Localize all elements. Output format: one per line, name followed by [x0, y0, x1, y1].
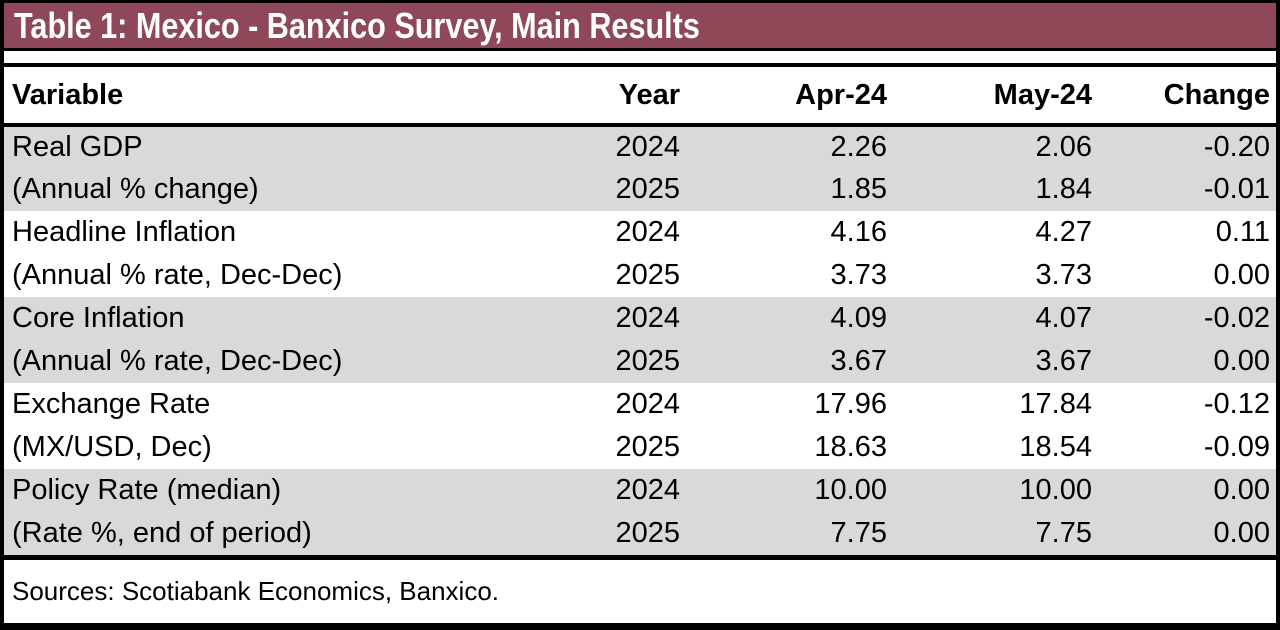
table-row: Policy Rate (median) 2024 10.00 10.00 0.… [4, 469, 1276, 512]
cell-variable: Exchange Rate [12, 388, 211, 420]
column-header-apr-24: Apr-24 [686, 65, 893, 127]
cell-apr-24: 4.09 [830, 302, 887, 334]
cell-apr-24: 3.73 [830, 259, 887, 291]
cell-apr-24: 1.85 [830, 173, 887, 205]
cell-change: -0.01 [1203, 173, 1270, 205]
cell-may-24: 1.84 [1035, 173, 1092, 205]
table-row: (MX/USD, Dec) 2025 18.63 18.54 -0.09 [4, 426, 1276, 469]
cell-may-24: 7.75 [1035, 517, 1092, 549]
table-row: (Rate %, end of period) 2025 7.75 7.75 0… [4, 512, 1276, 555]
cell-may-24: 4.07 [1035, 302, 1092, 334]
cell-change: 0.00 [1213, 474, 1270, 506]
cell-change: -0.20 [1203, 131, 1270, 163]
cell-may-24: 10.00 [1019, 474, 1092, 506]
cell-change: 0.11 [1215, 216, 1270, 248]
cell-change: 0.00 [1213, 259, 1270, 291]
cell-may-24: 2.06 [1035, 131, 1092, 163]
cell-change: -0.12 [1203, 388, 1270, 420]
cell-apr-24: 2.26 [830, 131, 887, 163]
table-row: (Annual % rate, Dec-Dec) 2025 3.67 3.67 … [4, 340, 1276, 383]
cell-year: 2024 [615, 302, 680, 334]
cell-may-24: 3.67 [1035, 345, 1092, 377]
title-gap [4, 51, 1276, 63]
cell-apr-24: 17.96 [814, 388, 887, 420]
cell-year: 2025 [615, 173, 680, 205]
title-bar: Table 1: Mexico - Banxico Survey, Main R… [4, 3, 1276, 51]
table-row: Exchange Rate 2024 17.96 17.84 -0.12 [4, 383, 1276, 426]
header-row: Variable Year Apr-24 May-24 Change [4, 65, 1276, 127]
cell-apr-24: 4.16 [830, 216, 887, 248]
cell-change: 0.00 [1213, 345, 1270, 377]
cell-year: 2025 [615, 345, 680, 377]
cell-variable: Headline Inflation [12, 216, 237, 248]
cell-variable: Core Inflation [12, 302, 185, 334]
cell-variable: (Annual % rate, Dec-Dec) [12, 259, 343, 291]
cell-variable: (MX/USD, Dec) [12, 431, 212, 463]
cell-apr-24: 18.63 [814, 431, 887, 463]
cell-year: 2025 [615, 517, 680, 549]
cell-variable: (Rate %, end of period) [12, 517, 312, 549]
cell-may-24: 3.73 [1035, 259, 1092, 291]
column-header-may-24: May-24 [893, 65, 1098, 127]
cell-year: 2025 [615, 431, 680, 463]
cell-apr-24: 3.67 [830, 345, 887, 377]
cell-change: -0.09 [1203, 431, 1270, 463]
cell-apr-24: 10.00 [814, 474, 887, 506]
results-table: Variable Year Apr-24 May-24 Change Real … [4, 63, 1276, 555]
sources-row: Sources: Scotiabank Economics, Banxico. [4, 555, 1276, 623]
cell-year: 2025 [615, 259, 680, 291]
cell-variable: (Annual % rate, Dec-Dec) [12, 345, 343, 377]
cell-may-24: 4.27 [1035, 216, 1092, 248]
table-row: (Annual % rate, Dec-Dec) 2025 3.73 3.73 … [4, 254, 1276, 297]
table-row: (Annual % change) 2025 1.85 1.84 -0.01 [4, 168, 1276, 211]
cell-year: 2024 [615, 388, 680, 420]
cell-change: 0.00 [1213, 517, 1270, 549]
cell-year: 2024 [615, 216, 680, 248]
cell-change: -0.02 [1203, 302, 1270, 334]
cell-variable: Policy Rate (median) [12, 474, 282, 506]
table-row: Real GDP 2024 2.26 2.06 -0.20 [4, 125, 1276, 168]
table-row: Core Inflation 2024 4.09 4.07 -0.02 [4, 297, 1276, 340]
table-title: Table 1: Mexico - Banxico Survey, Main R… [14, 4, 700, 46]
column-header-year: Year [506, 65, 686, 127]
column-header-change: Change [1098, 65, 1276, 127]
cell-variable: Real GDP [12, 131, 143, 163]
column-header-variable: Variable [4, 65, 506, 127]
cell-may-24: 17.84 [1019, 388, 1092, 420]
cell-year: 2024 [615, 474, 680, 506]
cell-apr-24: 7.75 [830, 517, 887, 549]
cell-year: 2024 [615, 131, 680, 163]
cell-may-24: 18.54 [1019, 431, 1092, 463]
source-note: Sources: Scotiabank Economics, Banxico. [12, 576, 500, 606]
table-row: Headline Inflation 2024 4.16 4.27 0.11 [4, 211, 1276, 254]
cell-variable: (Annual % change) [12, 173, 259, 205]
